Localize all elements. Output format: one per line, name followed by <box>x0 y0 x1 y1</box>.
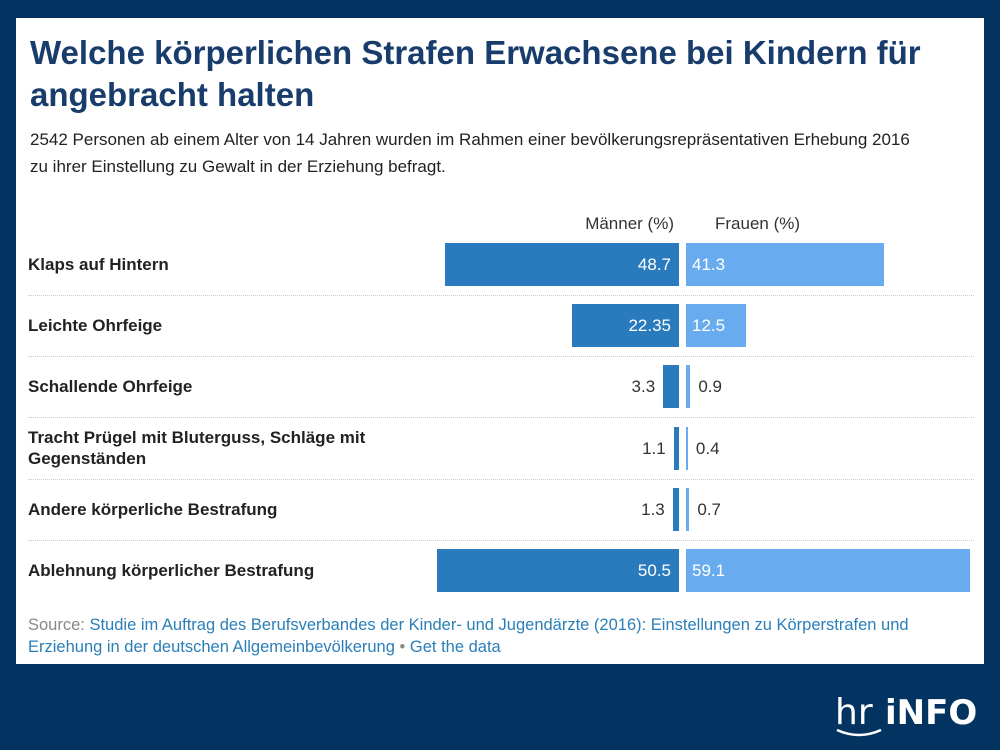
bar-frauen <box>686 304 746 348</box>
value-label-maenner: 50.5 <box>637 561 671 580</box>
value-label-frauen: 0.4 <box>695 438 720 458</box>
bar-maenner <box>663 365 679 409</box>
value-label-frauen: 0.7 <box>697 499 721 519</box>
logo-info: iNFO <box>885 693 977 733</box>
category-label: Klaps auf Hintern <box>28 255 169 274</box>
bar-frauen <box>686 426 688 470</box>
row-separator <box>28 417 974 419</box>
value-label-frauen: 12.5 <box>692 316 726 336</box>
legend-maenner: Männer (%) <box>585 214 674 233</box>
row-separator <box>28 356 974 358</box>
row-separator <box>28 478 974 480</box>
bar-maenner <box>445 243 679 286</box>
source-separator: • <box>399 638 406 656</box>
hr-info-logo: hr iNFO <box>835 692 977 737</box>
value-label-frauen: 59.1 <box>692 561 726 580</box>
value-label-maenner: 1.1 <box>642 438 666 458</box>
value-label-maenner: 1.3 <box>641 499 665 519</box>
row-separator <box>28 295 974 296</box>
chart-area: Männer (%) Frauen (%) Klaps auf Hintern 4… <box>16 18 984 664</box>
legend-frauen: Frauen (%) <box>715 214 801 233</box>
value-label-frauen: 0.9 <box>698 377 722 397</box>
get-data-link[interactable]: Get the data <box>409 638 501 656</box>
category-label: Schallende Ohrfeige <box>28 377 193 397</box>
logo-smile-icon <box>836 728 882 737</box>
source-note: Source: Studie im Auftrag des Berufsverb… <box>28 614 978 658</box>
category-label: Andere körperliche Bestrafung <box>28 499 278 519</box>
value-label-frauen: 41.3 <box>692 255 726 274</box>
chart-subtitle: 2542 Personen ab einem Alter von 14 Jahr… <box>30 130 910 176</box>
value-label-maenner: 3.3 <box>631 377 656 397</box>
bar-maenner <box>436 549 679 592</box>
chart-title: Welche körperlichen Strafen Erwachsene b… <box>30 34 921 113</box>
value-label-maenner: 22.35 <box>628 316 671 336</box>
source-link[interactable]: Studie im Auftrag des Berufsverbandes de… <box>28 616 909 656</box>
bar-maenner <box>673 426 679 470</box>
logo-hr: hr <box>835 692 873 733</box>
bar-frauen <box>686 243 885 286</box>
bar-frauen <box>686 487 690 531</box>
chart-card: Welche körperlichen Strafen Erwachsene b… <box>16 18 984 664</box>
bar-frauen <box>686 365 691 409</box>
bar-maenner <box>672 487 679 531</box>
value-label-maenner: 48.7 <box>637 255 671 274</box>
category-label: Leichte Ohrfeige <box>28 316 163 336</box>
category-label: Ablehnung körperlicher Bestrafung <box>28 561 315 580</box>
source-label: Source: <box>28 616 85 634</box>
bar-frauen <box>686 549 970 592</box>
category-label: Tracht Prügel mit Bluterguss, Schläge mi… <box>28 428 366 469</box>
bar-maenner <box>571 304 679 348</box>
row-separator <box>28 539 974 541</box>
